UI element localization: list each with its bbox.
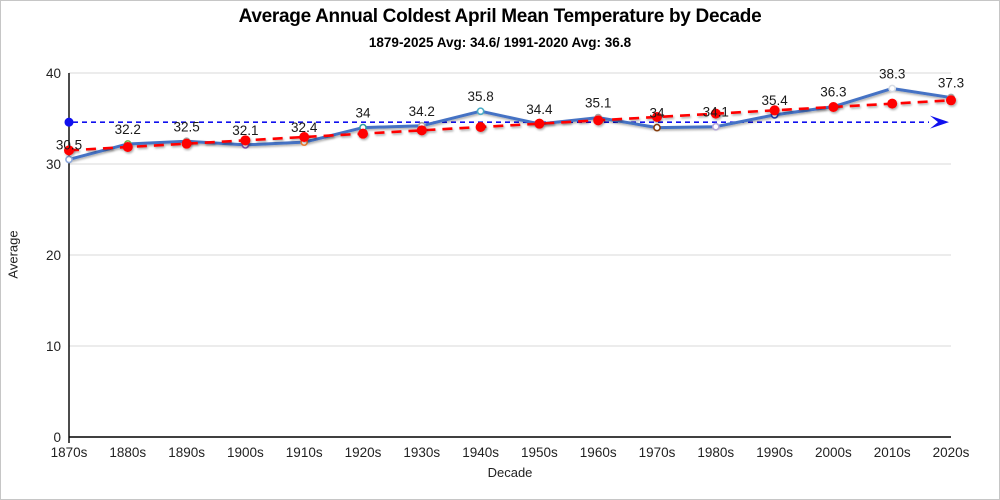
reference-line-arrow-icon bbox=[930, 115, 949, 129]
data-label: 34.1 bbox=[703, 105, 729, 120]
data-label: 35.4 bbox=[761, 93, 788, 108]
trend-dot bbox=[358, 128, 368, 139]
x-tick-label: 1990s bbox=[756, 445, 793, 460]
y-tick-label: 0 bbox=[53, 430, 61, 445]
x-tick-label: 1930s bbox=[403, 445, 440, 460]
trend-dot bbox=[122, 142, 133, 153]
trend-dot bbox=[416, 125, 427, 136]
trend-dot bbox=[946, 95, 956, 106]
x-tick-label: 1980s bbox=[697, 445, 734, 460]
chart-title: Average Annual Coldest April Mean Temper… bbox=[238, 6, 762, 27]
series-line bbox=[67, 86, 953, 161]
data-label: 32.4 bbox=[291, 120, 318, 135]
y-tick-label: 40 bbox=[46, 66, 61, 81]
data-point-marker bbox=[711, 122, 720, 131]
data-label: 35.1 bbox=[585, 96, 611, 111]
x-axis-title: Decade bbox=[487, 465, 533, 480]
data-label: 32.1 bbox=[232, 123, 258, 138]
x-tick-label: 2010s bbox=[874, 445, 911, 460]
trend-dot bbox=[475, 121, 486, 132]
trendline bbox=[68, 99, 952, 152]
data-label: 34.4 bbox=[526, 102, 553, 117]
x-tick-label: 1890s bbox=[168, 445, 205, 460]
x-tick-label: 1880s bbox=[109, 445, 146, 460]
trend-dot bbox=[181, 138, 192, 149]
trend-dot bbox=[652, 111, 662, 122]
trend-dot bbox=[593, 115, 604, 126]
data-point-marker bbox=[65, 155, 73, 164]
x-tick-label: 1870s bbox=[51, 445, 88, 460]
trend-dot bbox=[828, 101, 839, 112]
data-label: 34 bbox=[355, 106, 371, 121]
data-label: 36.3 bbox=[820, 85, 846, 100]
y-tick-label: 20 bbox=[46, 248, 61, 263]
trend-dot bbox=[240, 135, 251, 146]
x-tick-label: 1940s bbox=[462, 445, 499, 460]
data-label: 37.3 bbox=[938, 76, 964, 91]
data-label: 35.8 bbox=[467, 89, 493, 104]
y-tick-label: 30 bbox=[46, 157, 61, 172]
trend-dot bbox=[64, 145, 74, 156]
trend-dot bbox=[710, 108, 721, 119]
data-point-marker bbox=[888, 84, 897, 93]
x-tick-label: 2020s bbox=[933, 445, 970, 460]
x-tick-label: 1970s bbox=[639, 445, 676, 460]
x-tick-label: 1900s bbox=[227, 445, 264, 460]
trend-dot bbox=[769, 105, 780, 116]
x-tick-label: 2000s bbox=[815, 445, 852, 460]
reference-line-start-dot bbox=[64, 117, 74, 127]
data-label: 34 bbox=[649, 106, 665, 121]
chart-subtitle: 1879-2025 Avg: 34.6/ 1991-2020 Avg: 36.8 bbox=[368, 35, 632, 50]
data-label: 34.2 bbox=[409, 104, 435, 119]
x-tick-label: 1920s bbox=[345, 445, 382, 460]
data-label: 32.2 bbox=[115, 122, 141, 137]
trend-dot bbox=[534, 118, 545, 129]
data-label: 38.3 bbox=[879, 66, 905, 81]
trend-dot bbox=[299, 132, 310, 143]
data-point-marker bbox=[476, 107, 485, 116]
x-tick-label: 1910s bbox=[286, 445, 323, 460]
x-tick-label: 1960s bbox=[580, 445, 617, 460]
y-tick-label: 10 bbox=[46, 339, 61, 354]
x-tick-label: 1950s bbox=[521, 445, 558, 460]
data-label: 30.5 bbox=[56, 137, 82, 152]
data-point-marker bbox=[653, 123, 661, 132]
trend-dot bbox=[887, 98, 898, 109]
data-label: 32.5 bbox=[173, 119, 199, 134]
